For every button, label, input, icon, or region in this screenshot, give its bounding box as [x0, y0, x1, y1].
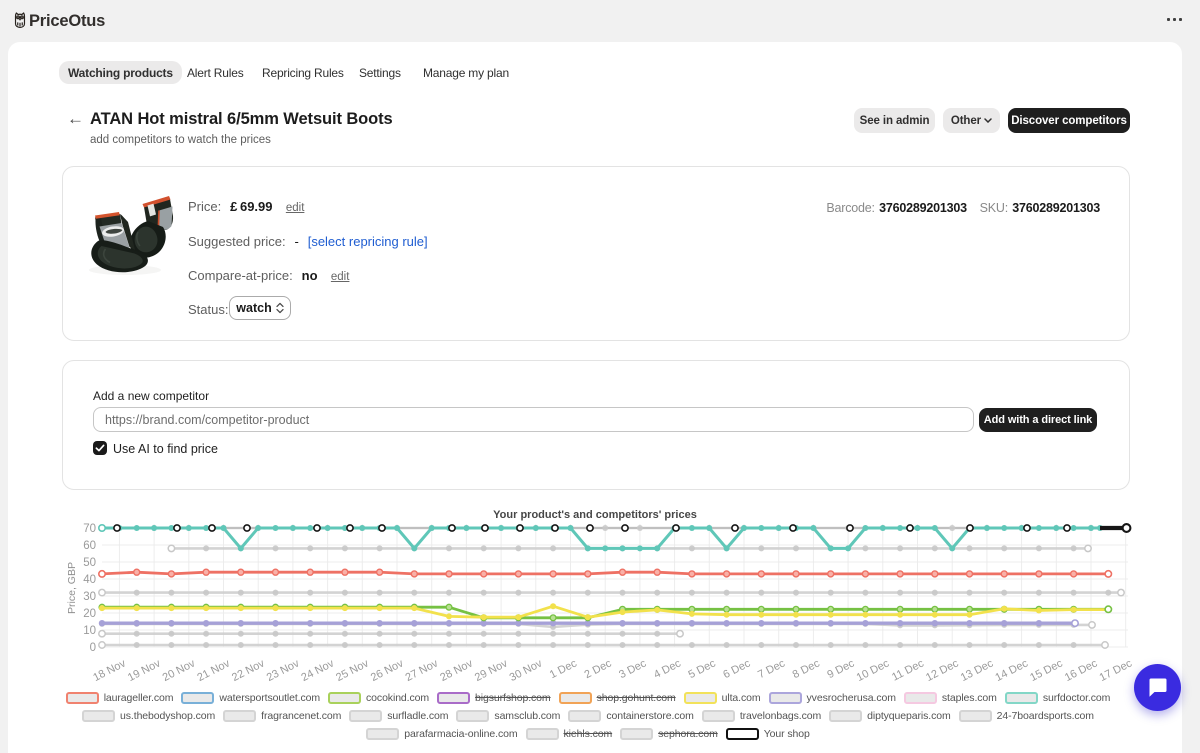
svg-text:40: 40	[83, 574, 96, 586]
svg-text:19 Nov: 19 Nov	[126, 657, 163, 684]
svg-text:18 Nov: 18 Nov	[91, 657, 128, 684]
svg-text:24 Nov: 24 Nov	[299, 657, 336, 684]
svg-text:14 Dec: 14 Dec	[993, 657, 1030, 684]
svg-text:7 Dec: 7 Dec	[756, 657, 787, 681]
svg-text:16 Dec: 16 Dec	[1063, 657, 1100, 684]
svg-text:30 Nov: 30 Nov	[508, 657, 545, 684]
svg-text:2 Dec: 2 Dec	[582, 657, 613, 681]
svg-text:28 Nov: 28 Nov	[438, 657, 475, 684]
svg-text:20: 20	[83, 608, 96, 620]
svg-text:50: 50	[83, 557, 96, 569]
svg-text:8 Dec: 8 Dec	[791, 657, 822, 681]
svg-text:15 Dec: 15 Dec	[1028, 657, 1065, 684]
svg-text:10 Dec: 10 Dec	[855, 657, 892, 684]
svg-text:13 Dec: 13 Dec	[959, 657, 996, 684]
svg-text:Price, GBP: Price, GBP	[66, 562, 78, 614]
svg-text:0: 0	[90, 642, 96, 654]
svg-text:12 Dec: 12 Dec	[924, 657, 961, 684]
svg-text:20 Nov: 20 Nov	[161, 657, 198, 684]
svg-text:17 Dec: 17 Dec	[1098, 657, 1135, 684]
svg-text:22 Nov: 22 Nov	[230, 657, 267, 684]
svg-text:25 Nov: 25 Nov	[334, 657, 371, 684]
svg-text:5 Dec: 5 Dec	[687, 657, 718, 681]
svg-text:11 Dec: 11 Dec	[890, 657, 926, 683]
svg-text:29 Nov: 29 Nov	[473, 657, 510, 684]
svg-text:60: 60	[83, 540, 96, 552]
svg-text:3 Dec: 3 Dec	[617, 657, 648, 681]
svg-text:10: 10	[83, 625, 96, 637]
svg-text:26 Nov: 26 Nov	[369, 657, 406, 684]
svg-text:1 Dec: 1 Dec	[548, 657, 579, 681]
svg-text:23 Nov: 23 Nov	[265, 657, 302, 684]
svg-text:21 Nov: 21 Nov	[195, 657, 232, 684]
svg-text:9 Dec: 9 Dec	[825, 657, 856, 681]
svg-text:70: 70	[83, 523, 96, 535]
svg-text:4 Dec: 4 Dec	[652, 657, 683, 681]
svg-text:6 Dec: 6 Dec	[721, 657, 752, 681]
svg-text:30: 30	[83, 591, 96, 603]
svg-text:27 Nov: 27 Nov	[404, 657, 441, 684]
